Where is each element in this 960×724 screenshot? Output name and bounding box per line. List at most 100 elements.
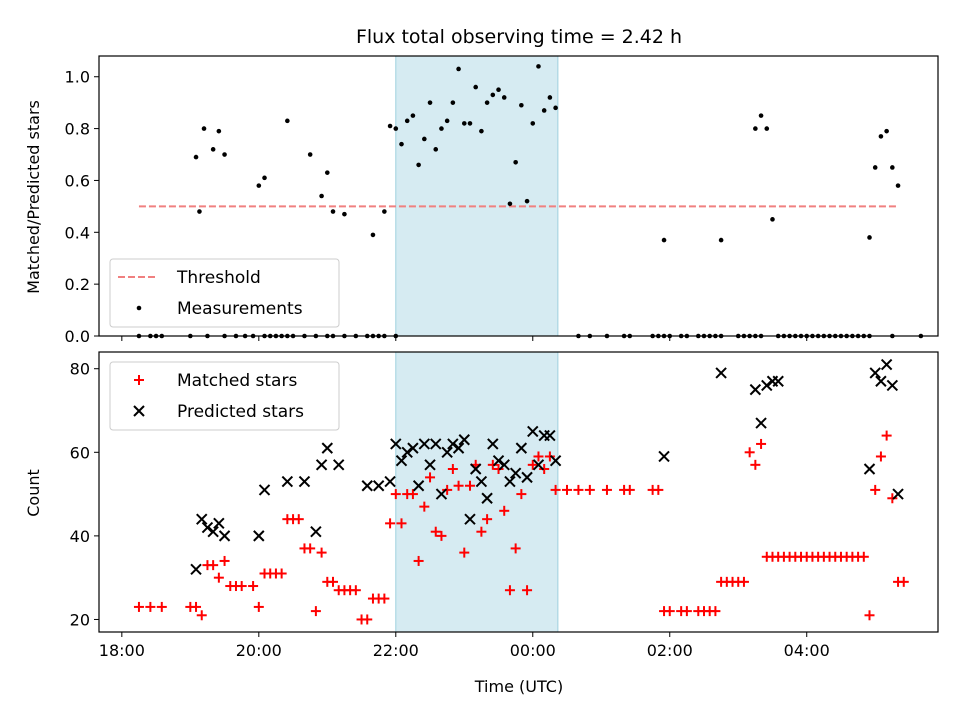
measurements-point-96 [753,126,758,131]
predicted-stars-point-57 [886,379,899,392]
measurements-point-66 [519,102,524,108]
matched-stars-point-63 [533,451,544,462]
legend-box-top [109,258,340,328]
predicted-stars-point-18-b [395,454,408,467]
measurements-point-60 [484,100,490,105]
predicted-stars-point-50 [761,379,773,392]
matched-stars-point-25 [316,547,327,558]
predicted-stars-point-28 [452,442,465,454]
matched-stars-point-90 [756,438,767,449]
matched-stars-point-82 [710,606,721,617]
matched-stars-point-36 [379,593,390,604]
legend-swatch-predicted-stars [133,405,145,417]
legend-label-measurements: Measurements [177,299,303,319]
matched-stars-point-58 [504,585,515,596]
matched-stars-point-57 [499,505,510,516]
predicted-stars-point-42-b [532,459,545,471]
predicted-stars-point-47 [715,367,727,379]
measurements-point-49 [422,136,427,142]
predicted-stars-point-13 [333,459,345,471]
predicted-stars-point-39-b [515,442,528,454]
measurements-point-43 [387,123,393,129]
predicted-stars-point-15 [372,480,385,492]
predicted-stars-point-38-b [509,467,522,479]
legend-top: Threshold Measurements [109,258,340,328]
predicted-stars-point-45 [549,454,562,467]
predicted-stars-point-55 [875,375,887,387]
matched-stars-point-76 [664,606,675,617]
measurements-point-122 [884,128,889,134]
measurements-point-31 [216,128,222,134]
matched-stars-point-110 [870,484,881,495]
measurements-point-64 [507,201,513,207]
predicted-stars-point-52 [772,375,784,387]
measurements-point-42 [382,209,387,214]
matched-stars-point-37 [385,518,396,529]
predicted-stars-point-15-b [372,480,385,492]
matched-stars-point-2 [156,601,167,612]
y-tick-label-top-3: 0.6 [65,171,90,190]
predicted-stars-point-6 [253,530,265,542]
predicted-stars-point-24-b [430,438,442,450]
predicted-stars-point-18 [395,454,408,467]
matched-stars-point-87 [738,576,749,587]
predicted-stars-point-23 [424,459,436,471]
y-tick-label-top-4: 0.8 [65,120,90,139]
predicted-stars-point-40-b [521,471,533,484]
predicted-stars-point-16-b [384,475,396,488]
x-tick-label-2: 22:00 [373,641,419,660]
measurements-point-48 [416,162,421,168]
matched-stars-point-48 [447,464,458,475]
predicted-stars-point-50-b [761,379,773,392]
predicted-stars-point-41-b [527,425,539,438]
measurements-point-50 [427,100,433,105]
predicted-stars-point-53-b [863,463,876,475]
measurements-point-35 [285,118,290,124]
predicted-stars-point-32 [475,475,488,488]
x-axis-label: Time (UTC) [474,677,563,696]
predicted-stars-point-0-b [190,563,202,576]
predicted-stars-point-0 [190,563,202,576]
measurements-point-70 [541,108,547,113]
matched-stars-point-23 [305,543,316,554]
matched-stars-point-60 [516,489,527,500]
y-tick-label-top-0: 0.0 [65,327,90,346]
predicted-stars-point-49-b [755,417,767,429]
x-tick-label-5: 04:00 [784,641,830,660]
matched-stars-point-51 [464,480,475,491]
predicted-stars-point-14-b [361,480,373,492]
predicted-stars-point-36 [498,459,510,471]
predicted-stars-point-19 [401,446,413,459]
chart-title: Flux total observing time = 2.42 h [356,26,682,48]
y-tick-label-bottom-1: 40 [70,527,90,546]
predicted-stars-point-20 [407,442,419,454]
predicted-stars-point-11-b [315,459,328,471]
matched-stars-point-21 [293,514,304,525]
predicted-stars-point-57-b [886,379,899,392]
legend-swatch-matched-stars [134,375,144,385]
predicted-stars-point-5 [218,530,231,542]
matched-stars-point-112 [881,430,892,441]
predicted-stars-point-9-b [298,475,311,488]
matched-stars-point-55 [487,459,498,470]
x-tick-label-4: 02:00 [647,641,693,660]
matched-stars-point-38 [390,489,401,500]
highlight-span-bottom [395,352,558,632]
measurements-point-30 [210,147,216,152]
measurements-point-54 [450,100,456,105]
measurements-point-44 [393,126,399,131]
measurements-point-65 [513,159,518,165]
measurements-point-56 [461,121,467,126]
matched-stars-point-111 [875,451,886,462]
predicted-stars-point-34-b [487,438,499,450]
y-tick-label-bottom-0: 20 [70,610,90,629]
predicted-stars-point-24 [430,438,442,450]
x-tick-label-0: 18:00 [99,641,145,660]
measurements-point-62 [496,87,501,93]
measurements-point-33 [256,183,262,188]
predicted-stars-point-56-b [880,358,893,371]
matched-stars-point-45 [430,526,441,537]
measurements-point-99 [770,217,775,222]
